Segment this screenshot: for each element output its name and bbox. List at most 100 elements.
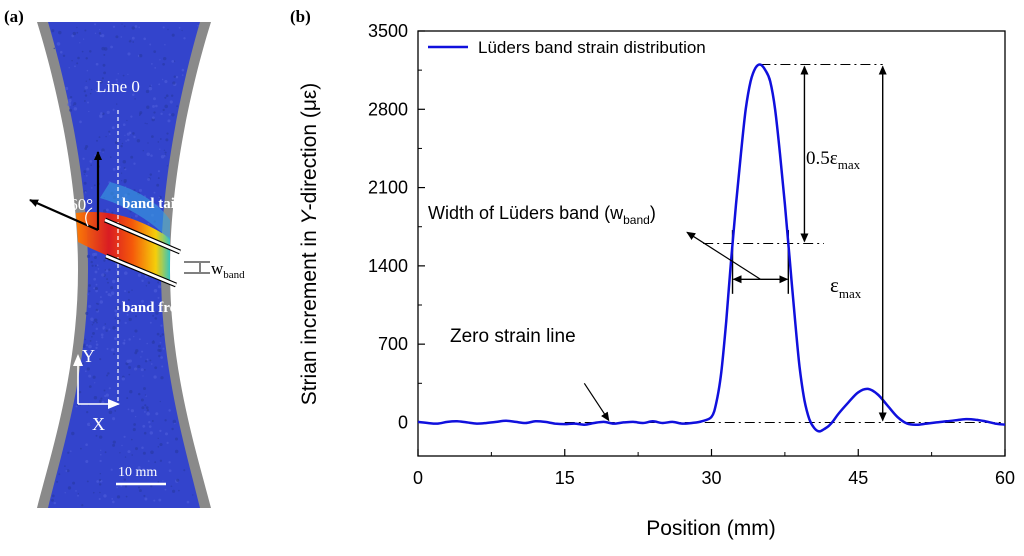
speckle-dot bbox=[171, 113, 175, 117]
speckle-dot bbox=[171, 427, 174, 431]
speckle-dot bbox=[157, 170, 160, 173]
speckle-dot bbox=[128, 39, 132, 43]
speckle-dot bbox=[111, 498, 114, 500]
speckle-dot bbox=[123, 342, 126, 345]
speckle-dot bbox=[67, 451, 70, 454]
width-pointer-arrow bbox=[686, 231, 761, 280]
speckle-dot bbox=[157, 481, 160, 483]
speckle-dot bbox=[86, 480, 89, 483]
speckle-dot bbox=[128, 366, 132, 369]
speckle-dot bbox=[151, 420, 154, 422]
speckle-dot bbox=[174, 449, 179, 454]
speckle-dot bbox=[96, 427, 99, 430]
speckle-dot bbox=[178, 26, 181, 29]
speckle-dot bbox=[72, 104, 74, 106]
speckle-dot bbox=[88, 385, 92, 388]
angle-arrow bbox=[29, 198, 99, 232]
speckle-dot bbox=[102, 151, 104, 153]
speckle-dot bbox=[158, 83, 161, 86]
speckle-dot bbox=[159, 341, 162, 344]
speckle-dot bbox=[58, 473, 61, 476]
speckle-dot bbox=[123, 179, 127, 183]
speckle-dot bbox=[171, 60, 175, 63]
speckle-dot bbox=[99, 80, 103, 84]
speckle-dot bbox=[158, 196, 161, 199]
speckle-dot bbox=[163, 154, 166, 157]
speckle-dot bbox=[131, 26, 135, 30]
speckle-dot bbox=[166, 132, 169, 135]
speckle-dot bbox=[86, 344, 89, 347]
speckle-dot bbox=[93, 277, 97, 281]
speckle-dot bbox=[160, 112, 163, 116]
speckle-dot bbox=[84, 100, 86, 102]
speckle-dot bbox=[117, 267, 120, 271]
speckle-dot bbox=[139, 112, 142, 116]
speckle-dot bbox=[110, 45, 113, 49]
speckle-dot bbox=[149, 431, 153, 435]
speckle-dot bbox=[77, 494, 79, 497]
speckle-dot bbox=[166, 165, 169, 167]
speckle-dot bbox=[105, 290, 108, 294]
speckle-dot bbox=[143, 494, 146, 497]
speckle-dot bbox=[100, 333, 104, 337]
speckle-dot bbox=[152, 340, 155, 342]
speckle-dot bbox=[72, 31, 76, 36]
speckle-dot bbox=[153, 97, 156, 101]
speckle-dot bbox=[94, 252, 98, 256]
speckle-dot bbox=[93, 287, 96, 290]
speckle-dot bbox=[101, 34, 105, 38]
speckle-dot bbox=[104, 323, 107, 325]
speckle-dot bbox=[56, 42, 61, 46]
speckle-dot bbox=[157, 344, 161, 348]
speckle-dot bbox=[123, 167, 126, 169]
axis-x-head bbox=[108, 399, 120, 409]
speckle-dot bbox=[105, 269, 109, 273]
speckle-dot bbox=[164, 80, 168, 84]
speckle-dot bbox=[116, 395, 119, 397]
speckle-dot bbox=[125, 140, 127, 142]
speckle-dot bbox=[134, 214, 138, 218]
speckle-dot bbox=[135, 349, 139, 353]
speckle-dot bbox=[145, 395, 147, 397]
speckle-dot bbox=[150, 154, 153, 157]
speckle-dot bbox=[94, 154, 97, 157]
speckle-dot bbox=[106, 347, 109, 350]
speckle-dot bbox=[138, 310, 141, 312]
wband-label: wband bbox=[211, 259, 245, 281]
speckle-dot bbox=[150, 84, 152, 86]
speckle-dot bbox=[171, 33, 175, 37]
speckle-dot bbox=[115, 313, 119, 316]
speckle-dot bbox=[80, 447, 82, 450]
speckle-dot bbox=[94, 32, 97, 34]
scale-bar-label: 10 mm bbox=[118, 465, 157, 480]
speckle-dot bbox=[153, 375, 157, 379]
speckle-dot bbox=[144, 497, 148, 501]
speckle-dot bbox=[127, 291, 130, 294]
half-max-label: 0.5εmax bbox=[806, 148, 861, 172]
speckle-dot bbox=[126, 397, 129, 400]
panel-b-chart: (b) 0 15 30 45 60 0 700 1400 2100 2800 3500 Posit… bbox=[290, 7, 1015, 540]
speckle-dot bbox=[134, 415, 137, 418]
speckle-dot bbox=[88, 344, 92, 349]
speckle-dot bbox=[149, 43, 152, 46]
speckle-dot bbox=[146, 105, 150, 109]
speckle-dot bbox=[112, 326, 116, 330]
speckle-dot bbox=[138, 26, 141, 29]
speckle-dot bbox=[124, 456, 127, 458]
speckle-dot bbox=[74, 65, 76, 68]
axis-y-label: Y bbox=[82, 346, 95, 366]
speckle-dot bbox=[103, 494, 107, 498]
speckle-dot bbox=[103, 389, 106, 392]
speckle-dot bbox=[127, 73, 129, 75]
width-label: Width of Lüders band (wband) bbox=[428, 203, 656, 227]
speckle-dot bbox=[137, 273, 142, 277]
axis-x-label: X bbox=[92, 414, 105, 434]
speckle-dot bbox=[161, 78, 164, 81]
y-tick-label: 3500 bbox=[368, 21, 408, 41]
speckle-dot bbox=[131, 36, 135, 40]
speckle-dot bbox=[110, 156, 112, 158]
speckle-dot bbox=[124, 134, 126, 137]
speckle-dot bbox=[148, 420, 151, 424]
speckle-dot bbox=[142, 424, 146, 428]
